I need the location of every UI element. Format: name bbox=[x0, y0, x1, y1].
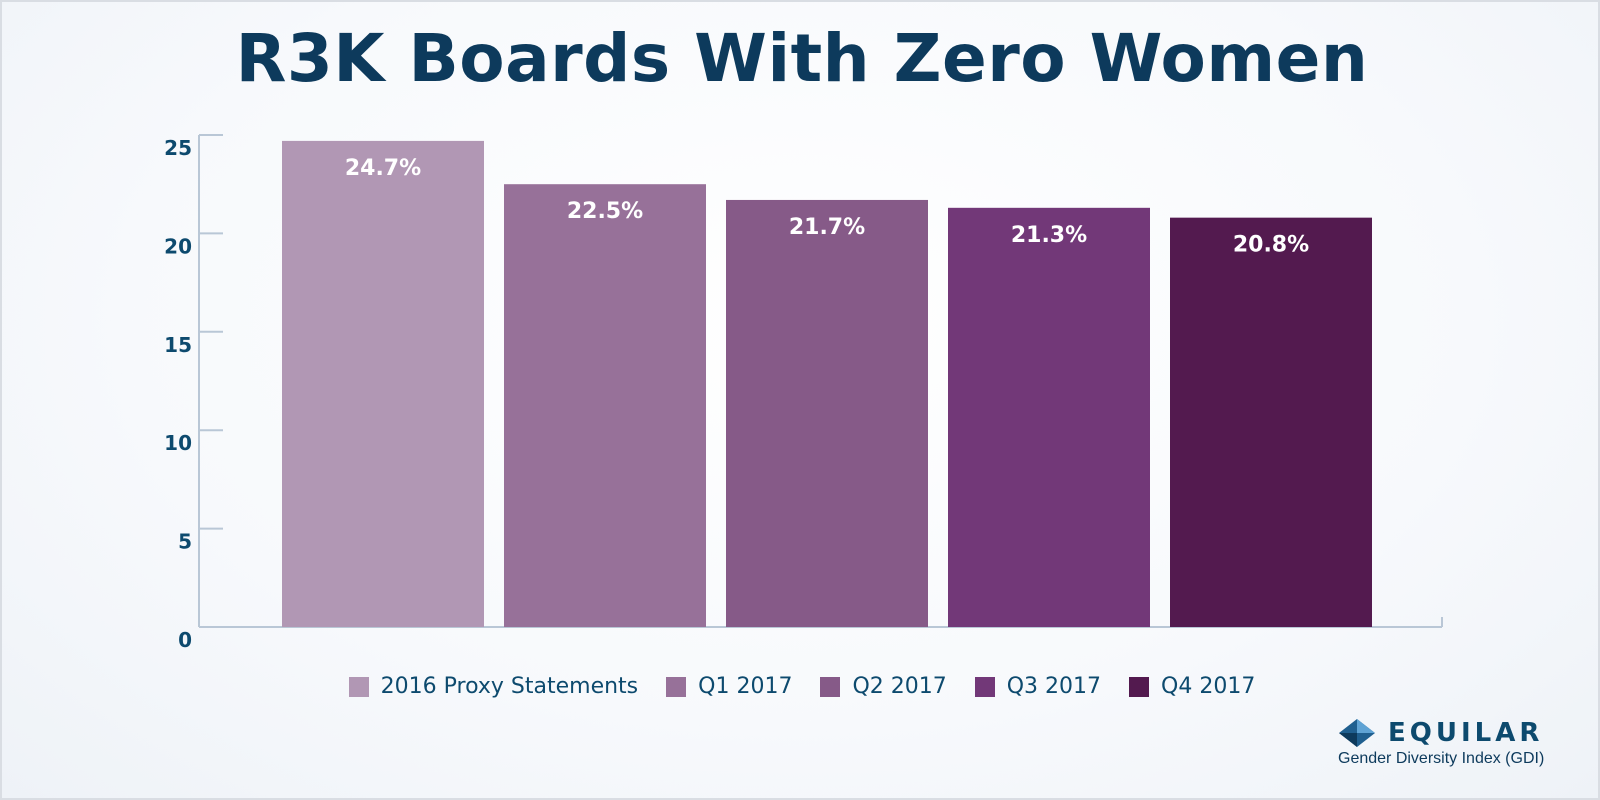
y-tick-label: 10 bbox=[164, 431, 192, 455]
equilar-diamond-icon bbox=[1339, 719, 1375, 747]
bar-data-label: 21.3% bbox=[1011, 223, 1087, 248]
bar bbox=[504, 184, 706, 627]
y-tick-label: 5 bbox=[178, 530, 192, 554]
chart-legend: 2016 Proxy Statements Q1 2017 Q2 2017 Q3 20… bbox=[2, 674, 1600, 699]
chart-bars bbox=[282, 140, 1372, 628]
legend-label: 2016 Proxy Statements bbox=[380, 674, 639, 699]
legend-swatch bbox=[974, 676, 995, 697]
y-tick-label: 20 bbox=[164, 234, 192, 258]
legend-item: 2016 Proxy Statements bbox=[348, 674, 639, 699]
legend-label: Q1 2017 bbox=[698, 674, 793, 699]
bar-data-label: 20.8% bbox=[1233, 233, 1309, 258]
bar bbox=[948, 207, 1150, 628]
bar-data-label: 24.7% bbox=[345, 156, 421, 181]
bar-data-label: 21.7% bbox=[789, 215, 865, 240]
legend-swatch bbox=[666, 676, 687, 697]
legend-item: Q3 2017 bbox=[974, 674, 1102, 699]
bar-chart: 0 5 10 15 20 25 24.7% 22.5% 21.7% 21.3% 20.8% bbox=[164, 134, 1443, 652]
y-tick-label: 25 bbox=[164, 136, 192, 160]
bar-data-label: 22.5% bbox=[567, 199, 643, 224]
legend-label: Q3 2017 bbox=[1006, 674, 1102, 699]
chart-title: R3K Boards With Zero Women bbox=[235, 20, 1369, 97]
y-tick-label: 15 bbox=[164, 333, 192, 357]
chart-data-labels: 24.7% 22.5% 21.7% 21.3% 20.8% bbox=[345, 156, 1309, 258]
bar bbox=[1170, 217, 1372, 627]
legend-swatch bbox=[820, 676, 841, 697]
bar bbox=[726, 199, 928, 627]
bar bbox=[282, 140, 484, 628]
legend-label: Q4 2017 bbox=[1161, 674, 1256, 699]
logo-subtitle: Gender Diversity Index (GDI) bbox=[1338, 750, 1545, 767]
legend-item: Q2 2017 bbox=[820, 674, 947, 699]
equilar-logo: EQUILAR Gender Diversity Index (GDI) bbox=[1338, 718, 1544, 768]
legend-item: Q4 2017 bbox=[1129, 674, 1255, 699]
legend-swatch bbox=[1129, 676, 1150, 697]
legend-item: Q1 2017 bbox=[666, 674, 792, 699]
y-tick-label: 0 bbox=[178, 628, 192, 652]
legend-label: Q2 2017 bbox=[852, 674, 947, 699]
legend-swatch bbox=[348, 676, 369, 697]
logo-wordmark: EQUILAR bbox=[1388, 718, 1544, 748]
